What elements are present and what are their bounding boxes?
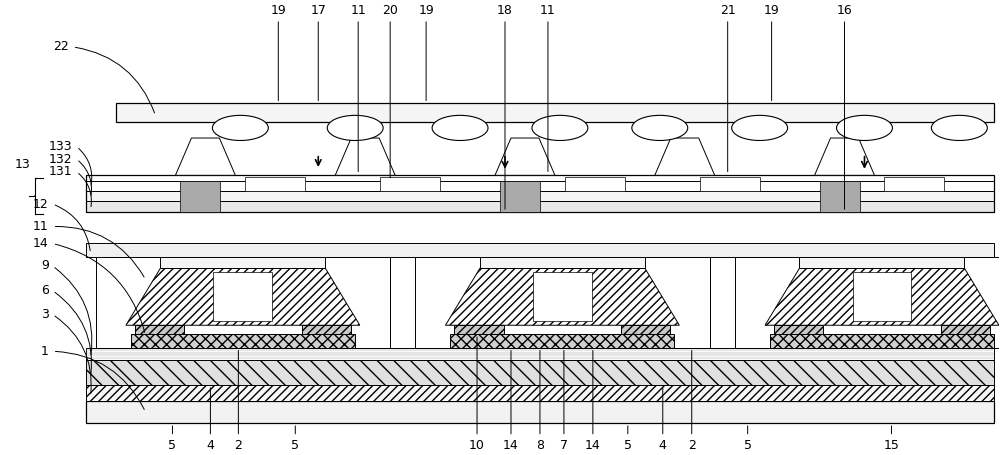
Text: 14: 14 bbox=[585, 439, 601, 452]
Bar bbox=[180, 181, 220, 212]
Text: 15: 15 bbox=[884, 439, 899, 452]
Polygon shape bbox=[175, 138, 235, 175]
Text: 133: 133 bbox=[49, 140, 73, 153]
Polygon shape bbox=[765, 268, 999, 325]
Bar bbox=[415, 257, 710, 348]
Circle shape bbox=[432, 116, 488, 141]
Text: 17: 17 bbox=[310, 4, 326, 17]
Text: 19: 19 bbox=[270, 4, 286, 17]
Bar bbox=[820, 181, 860, 212]
Bar bbox=[302, 325, 351, 334]
Text: 4: 4 bbox=[206, 439, 214, 452]
Text: 20: 20 bbox=[382, 4, 398, 17]
Circle shape bbox=[931, 116, 987, 141]
Bar bbox=[941, 325, 990, 334]
Circle shape bbox=[732, 116, 788, 141]
Text: 22: 22 bbox=[53, 40, 69, 53]
Text: 21: 21 bbox=[720, 4, 736, 17]
Bar bbox=[86, 243, 994, 257]
Text: 11: 11 bbox=[33, 220, 49, 233]
Bar bbox=[86, 348, 994, 360]
Text: 5: 5 bbox=[744, 439, 752, 452]
Text: 8: 8 bbox=[536, 439, 544, 452]
Bar bbox=[245, 177, 305, 191]
Polygon shape bbox=[815, 138, 874, 175]
Text: 5: 5 bbox=[168, 439, 176, 452]
Polygon shape bbox=[335, 138, 395, 175]
Bar bbox=[135, 325, 184, 334]
Bar bbox=[735, 257, 1000, 348]
Bar bbox=[770, 334, 994, 348]
Bar bbox=[799, 257, 964, 268]
Polygon shape bbox=[495, 138, 555, 175]
Text: 11: 11 bbox=[540, 4, 556, 17]
Text: 10: 10 bbox=[469, 439, 485, 452]
Polygon shape bbox=[126, 268, 360, 325]
Bar bbox=[533, 272, 592, 321]
Bar bbox=[853, 272, 911, 321]
Bar bbox=[380, 177, 440, 191]
Circle shape bbox=[632, 116, 688, 141]
Polygon shape bbox=[445, 268, 679, 325]
Bar bbox=[86, 385, 994, 401]
Circle shape bbox=[532, 116, 588, 141]
Bar bbox=[86, 401, 994, 423]
Text: 1: 1 bbox=[41, 345, 49, 358]
Text: 5: 5 bbox=[624, 439, 632, 452]
Bar bbox=[735, 257, 1000, 348]
Bar bbox=[213, 272, 272, 321]
Text: 14: 14 bbox=[33, 237, 49, 250]
Text: 2: 2 bbox=[234, 439, 242, 452]
Text: 13: 13 bbox=[15, 158, 31, 172]
Text: 131: 131 bbox=[49, 165, 73, 178]
Polygon shape bbox=[655, 138, 715, 175]
Text: 5: 5 bbox=[291, 439, 299, 452]
Bar bbox=[86, 181, 994, 191]
Circle shape bbox=[327, 116, 383, 141]
Text: 19: 19 bbox=[764, 4, 779, 17]
Bar bbox=[774, 325, 823, 334]
Text: 6: 6 bbox=[41, 284, 49, 297]
Text: 18: 18 bbox=[497, 4, 513, 17]
Text: 19: 19 bbox=[418, 4, 434, 17]
Bar bbox=[884, 177, 944, 191]
Bar bbox=[86, 201, 994, 212]
Bar bbox=[131, 334, 355, 348]
Bar bbox=[500, 181, 540, 212]
Text: 4: 4 bbox=[659, 439, 667, 452]
Bar bbox=[480, 257, 645, 268]
Bar bbox=[96, 257, 390, 348]
Text: 12: 12 bbox=[33, 197, 49, 211]
Text: 11: 11 bbox=[350, 4, 366, 17]
Bar bbox=[621, 325, 670, 334]
Bar bbox=[86, 191, 994, 201]
Text: 16: 16 bbox=[837, 4, 852, 17]
Bar bbox=[160, 257, 325, 268]
Bar bbox=[415, 257, 710, 348]
Bar bbox=[565, 177, 625, 191]
Bar bbox=[96, 257, 390, 348]
Text: 132: 132 bbox=[49, 152, 73, 166]
Bar bbox=[735, 257, 1000, 348]
Text: 3: 3 bbox=[41, 308, 49, 321]
Bar bbox=[454, 325, 504, 334]
Bar bbox=[415, 257, 710, 348]
Bar bbox=[116, 103, 994, 122]
Bar bbox=[450, 334, 674, 348]
Bar bbox=[96, 257, 390, 348]
Circle shape bbox=[837, 116, 892, 141]
Text: 7: 7 bbox=[560, 439, 568, 452]
Text: 9: 9 bbox=[41, 259, 49, 273]
Bar bbox=[86, 175, 994, 212]
Circle shape bbox=[212, 116, 268, 141]
Text: 14: 14 bbox=[503, 439, 519, 452]
Bar bbox=[86, 360, 994, 385]
Bar bbox=[700, 177, 760, 191]
Text: 2: 2 bbox=[688, 439, 696, 452]
